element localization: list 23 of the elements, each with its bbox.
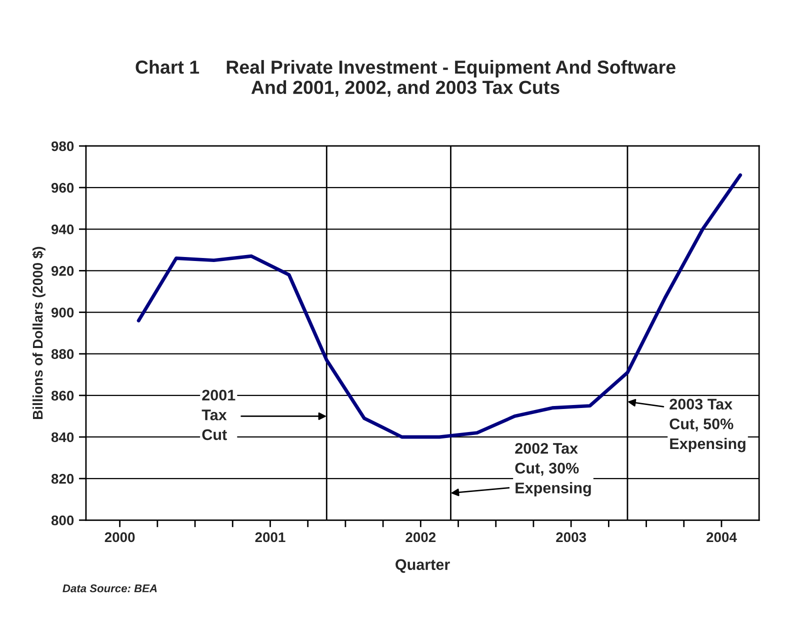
x-tick-label: 2003 — [556, 532, 586, 542]
y-tick-label: 800 — [51, 515, 74, 526]
annotation: 2003 Tax Cut, 50% Expensing — [670, 398, 746, 452]
chart-title: Chart 1 Real Private Investment - Equipment And Software And 2001, 2002, and 2003 Tax Cuts — [136, 60, 676, 97]
y-tick-label: 960 — [51, 182, 74, 193]
annotation: 2002 Tax Cut, 30% Expensing — [515, 442, 591, 496]
y-tick-label: 940 — [51, 224, 74, 234]
source-note: Data Source: BEA — [62, 584, 157, 592]
annotation: 2001 Tax Cut — [202, 390, 236, 440]
y-tick-label: 920 — [51, 266, 74, 276]
y-tick-label: 880 — [51, 349, 74, 360]
y-axis-title: Billions of Dollars (2000 $) — [32, 246, 46, 419]
x-tick-label: 2004 — [706, 532, 737, 542]
x-axis-title: Quarter — [396, 559, 450, 573]
y-tick-label: 820 — [51, 474, 74, 484]
x-tick-label: 2002 — [406, 532, 436, 542]
y-tick-label: 980 — [51, 141, 74, 152]
y-tick-label: 900 — [51, 308, 74, 318]
x-tick-label: 2001 — [255, 532, 286, 542]
line-series — [136, 173, 742, 439]
y-tick-label: 860 — [51, 390, 74, 401]
y-tick-label: 840 — [51, 432, 74, 442]
x-tick-label: 2000 — [104, 532, 135, 542]
